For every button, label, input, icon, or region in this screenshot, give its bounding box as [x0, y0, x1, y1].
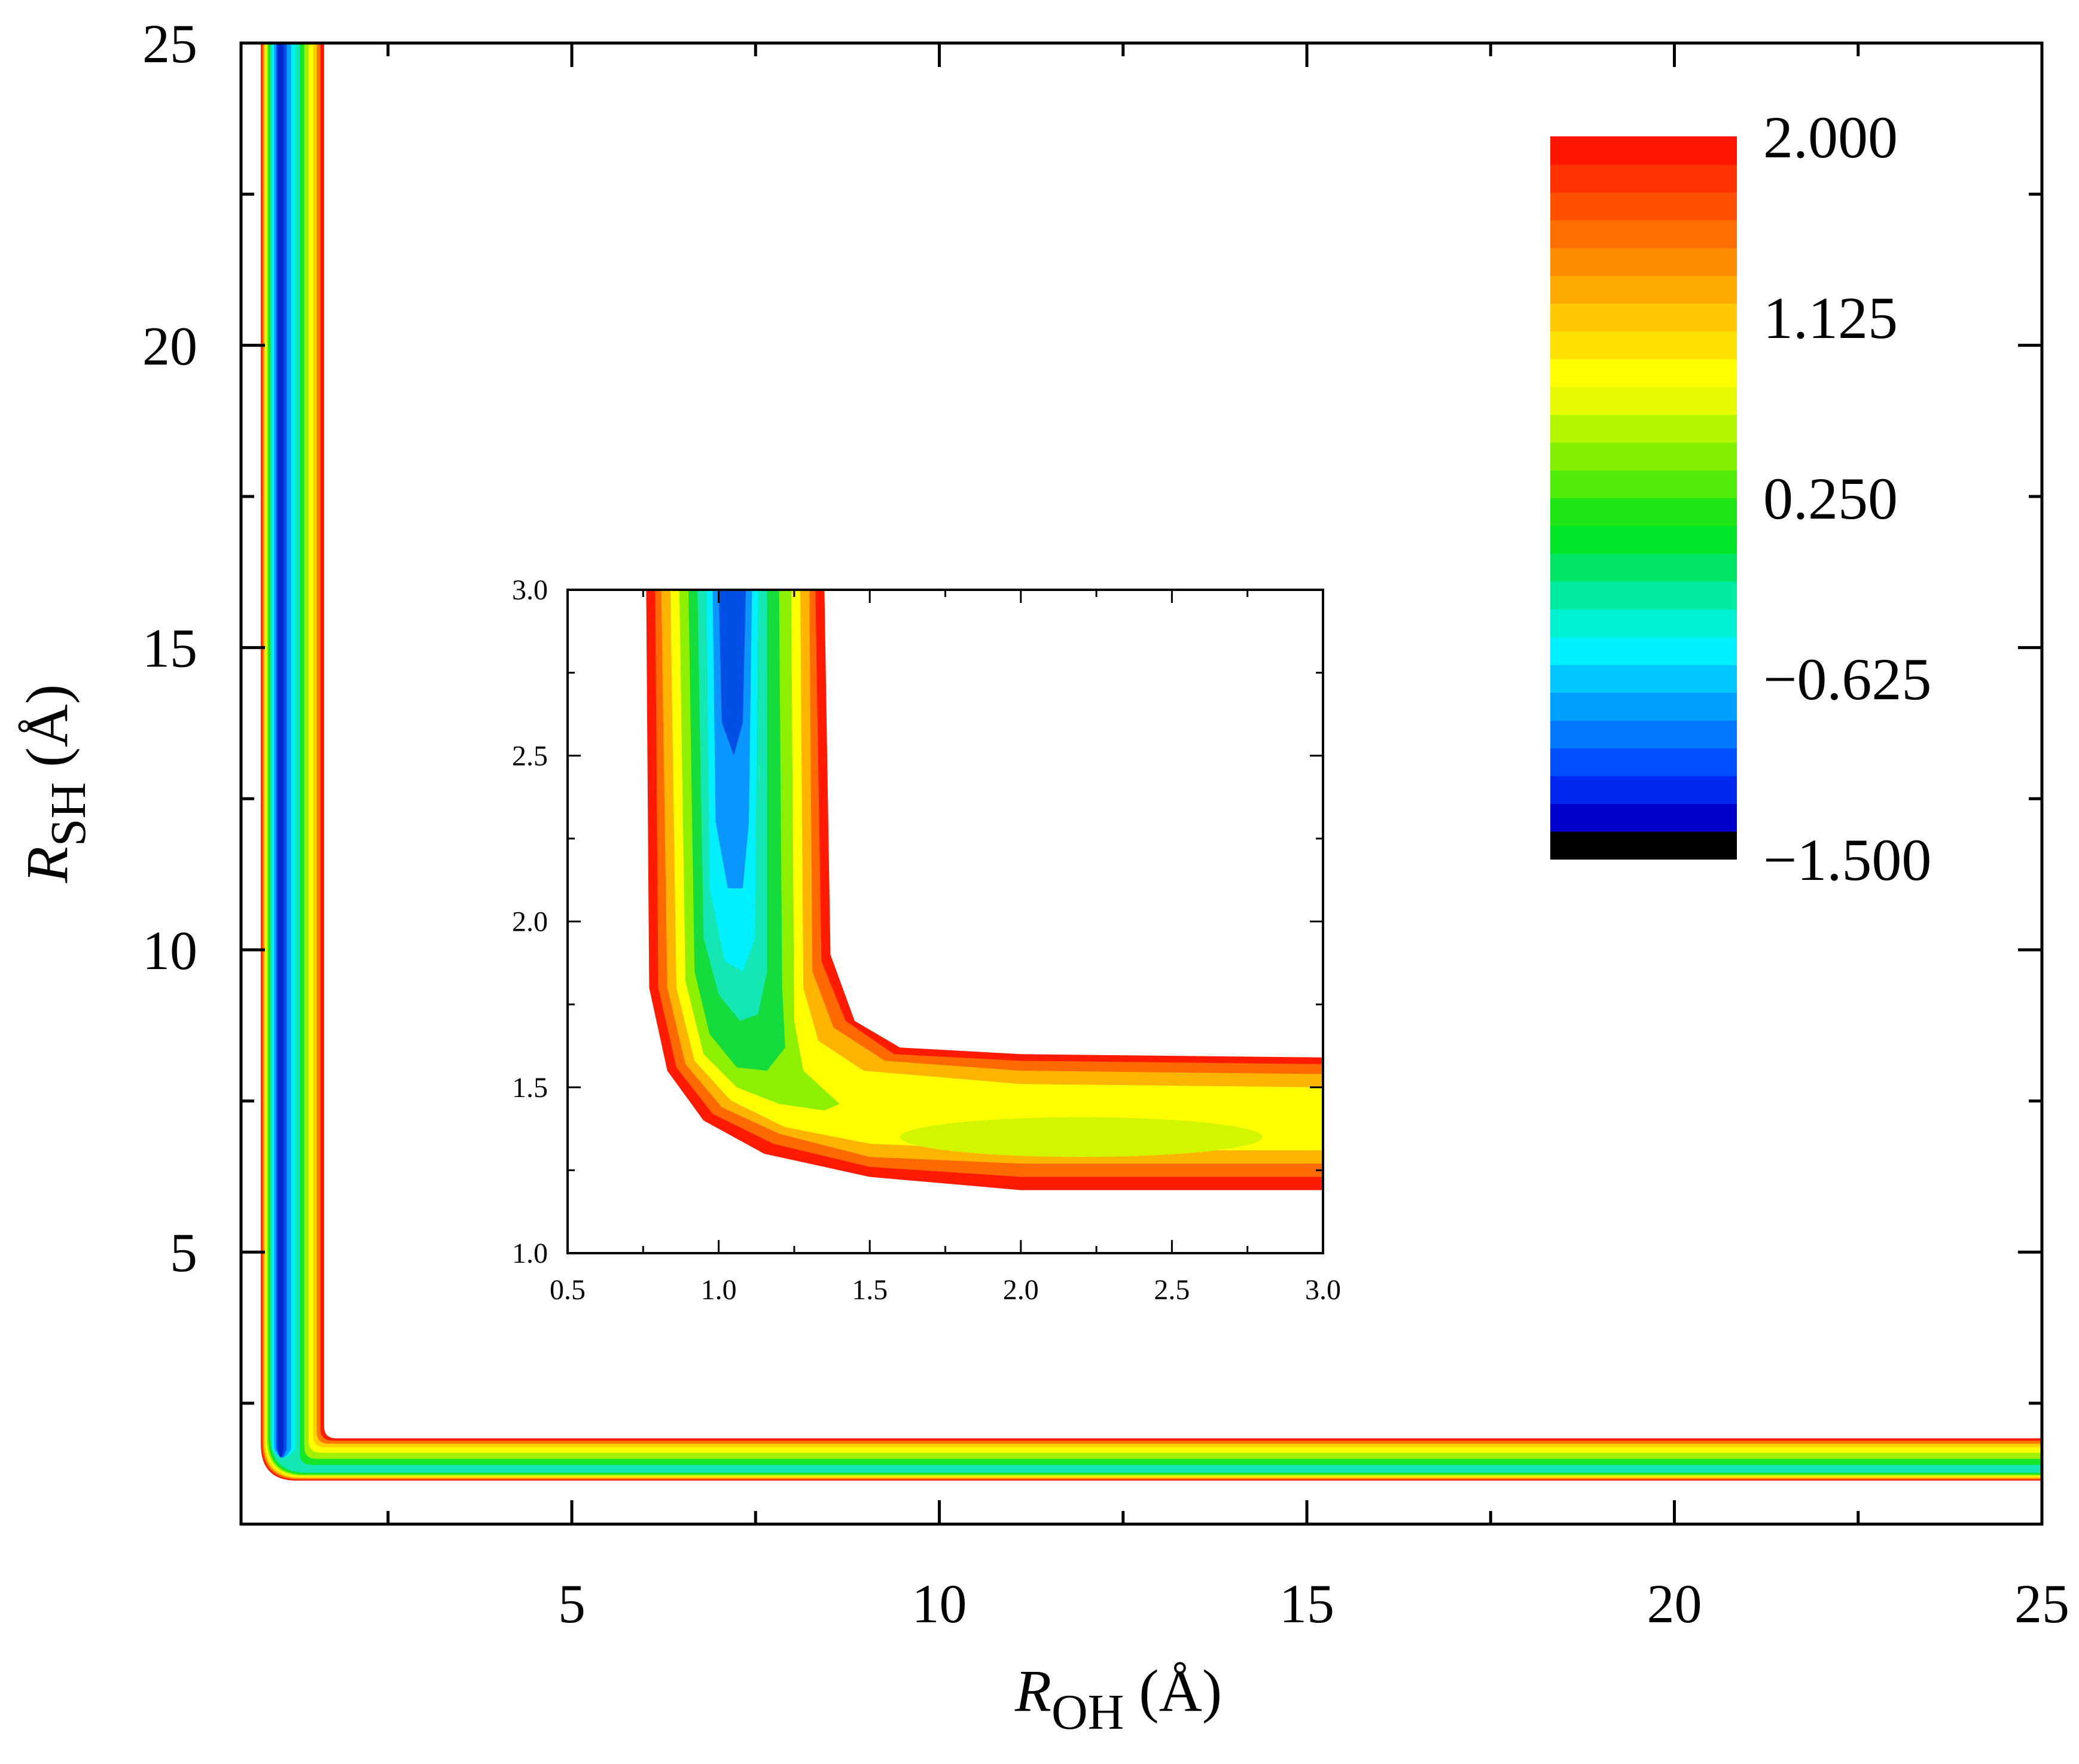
inset-x-tick-label: 0.5 [550, 1274, 586, 1306]
main-y-tick-label: 20 [142, 315, 197, 376]
main-contour-band-10 [278, 43, 284, 1458]
colorbar [1550, 136, 1737, 860]
colorbar-swatch [1550, 414, 1737, 443]
colorbar-swatch [1550, 247, 1737, 276]
colorbar-swatch [1550, 275, 1737, 304]
inset-x-tick-label: 2.0 [1003, 1274, 1039, 1306]
colorbar-swatch [1550, 442, 1737, 471]
colorbar-tick-label: −0.625 [1763, 646, 1931, 712]
colorbar-swatch [1550, 386, 1737, 415]
colorbar-swatch [1550, 664, 1737, 693]
colorbar-swatch [1550, 358, 1737, 388]
colorbar-swatch [1550, 636, 1737, 665]
colorbar-swatch [1550, 303, 1737, 332]
main-x-tick-label: 25 [2014, 1573, 2069, 1634]
inset-horizontal-well [900, 1117, 1263, 1157]
main-x-tick-label: 15 [1279, 1573, 1334, 1634]
inset-x-tick-label: 1.5 [852, 1274, 888, 1306]
inset-y-tick-label: 3.0 [512, 574, 548, 606]
main-axis-ticks [241, 41, 2044, 1524]
colorbar-swatch [1550, 331, 1737, 359]
main-y-tick-labels: 5 10 15 20 25 [142, 13, 197, 1283]
main-x-tick-label: 20 [1647, 1573, 1702, 1634]
x-axis-unit: (Å) [1139, 1658, 1222, 1724]
inset-y-tick-labels: 1.0 1.5 2.0 2.5 3.0 [512, 574, 548, 1269]
colorbar-swatch [1550, 136, 1737, 165]
colorbar-swatch [1550, 553, 1737, 582]
colorbar-tick-label: 0.250 [1763, 465, 1898, 532]
inset-contour-band-2 [661, 590, 1323, 1164]
y-axis-label: RSH (Å) [14, 684, 96, 883]
colorbar-tick-label: 1.125 [1763, 285, 1898, 351]
colorbar-swatch [1550, 525, 1737, 554]
x-axis-symbol: R [1014, 1658, 1051, 1724]
colorbar-tick-labels: 2.000 1.125 0.250 −0.625 −1.500 [1763, 104, 1931, 893]
inset-contour-band-9 [718, 590, 746, 756]
colorbar-swatch [1550, 831, 1737, 860]
inset-axis-ticks [566, 589, 1324, 1254]
colorbar-swatch [1550, 748, 1737, 776]
inset-x-tick-label: 2.5 [1154, 1274, 1190, 1306]
main-y-tick-label: 15 [142, 618, 197, 679]
colorbar-swatch [1550, 164, 1737, 193]
main-y-tick-label: 25 [142, 13, 197, 74]
colorbar-swatch [1550, 720, 1737, 749]
inset-y-tick-label: 1.5 [512, 1072, 548, 1104]
inset-x-tick-label: 3.0 [1305, 1274, 1341, 1306]
inset-x-tick-label: 1.0 [701, 1274, 737, 1306]
colorbar-swatch [1550, 581, 1737, 610]
y-axis-subscript: SH [41, 782, 96, 846]
y-axis-unit: (Å) [14, 684, 80, 767]
main-y-tick-label: 10 [142, 920, 197, 981]
inset-y-tick-label: 2.5 [512, 740, 548, 772]
colorbar-swatch [1550, 608, 1737, 638]
inset-contour-bands [646, 590, 1323, 1190]
colorbar-swatch [1550, 775, 1737, 805]
colorbar-tick-label: −1.500 [1763, 827, 1931, 893]
main-contour-bands [261, 43, 2042, 1481]
inset-x-tick-labels: 0.5 1.0 1.5 2.0 2.5 3.0 [550, 1274, 1341, 1306]
colorbar-swatch [1550, 803, 1737, 832]
colorbar-swatch [1550, 191, 1737, 221]
colorbar-tick-label: 2.000 [1763, 104, 1898, 170]
main-y-tick-label: 5 [170, 1222, 197, 1283]
x-axis-label: ROH (Å) [1014, 1658, 1222, 1740]
colorbar-swatch [1550, 470, 1737, 498]
inset-y-tick-label: 2.0 [512, 906, 548, 938]
y-axis-symbol: R [14, 846, 80, 883]
main-plot-frame [239, 41, 2044, 1526]
x-axis-subscript: OH [1051, 1684, 1124, 1740]
colorbar-swatch [1550, 498, 1737, 526]
colorbar-swatch [1550, 220, 1737, 248]
main-x-tick-label: 5 [558, 1573, 586, 1634]
main-x-tick-labels: 5 10 15 20 25 [558, 1573, 2069, 1634]
colorbar-swatch [1550, 692, 1737, 721]
inset-y-tick-label: 1.0 [512, 1238, 548, 1269]
main-x-tick-label: 10 [912, 1573, 967, 1634]
